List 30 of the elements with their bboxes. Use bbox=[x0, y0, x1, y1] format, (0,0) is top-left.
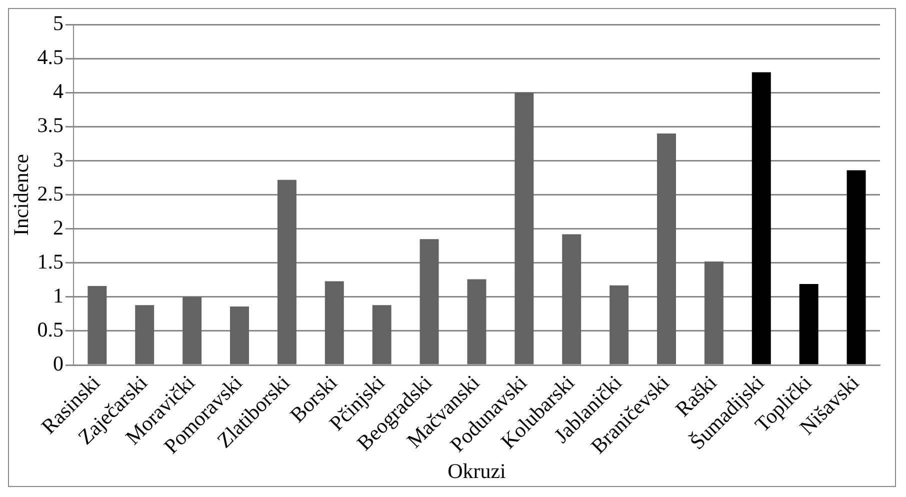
bar bbox=[704, 262, 724, 364]
bar bbox=[846, 170, 866, 364]
y-tick-label: 4.5 bbox=[37, 45, 64, 70]
bar bbox=[88, 286, 107, 364]
bar bbox=[562, 234, 582, 364]
y-tick-label: 1 bbox=[52, 283, 64, 308]
y-tick-label: 5 bbox=[52, 11, 64, 36]
bar bbox=[610, 285, 629, 364]
bar bbox=[514, 92, 534, 364]
y-axis-title: Incidence bbox=[9, 154, 34, 236]
y-tick-label: 2.5 bbox=[37, 181, 64, 206]
y-tick-label: 4 bbox=[52, 79, 64, 104]
y-tick-label: 0 bbox=[52, 352, 64, 376]
y-tick-label: 3.5 bbox=[37, 113, 64, 138]
bar bbox=[752, 72, 771, 364]
bar bbox=[230, 306, 249, 364]
bar bbox=[420, 239, 439, 364]
bar bbox=[467, 279, 486, 364]
bar bbox=[135, 305, 154, 364]
bar bbox=[277, 180, 296, 364]
bar bbox=[372, 305, 392, 364]
bar bbox=[324, 281, 344, 364]
bar bbox=[657, 134, 676, 364]
y-tick-label: 0.5 bbox=[37, 318, 64, 342]
y-tick-label: 2 bbox=[52, 215, 64, 240]
bar bbox=[799, 284, 818, 364]
bar bbox=[182, 296, 202, 364]
y-tick-label: 3 bbox=[52, 147, 64, 172]
y-tick-label: 1.5 bbox=[37, 249, 64, 274]
x-axis-title: Okruzi bbox=[448, 458, 506, 483]
